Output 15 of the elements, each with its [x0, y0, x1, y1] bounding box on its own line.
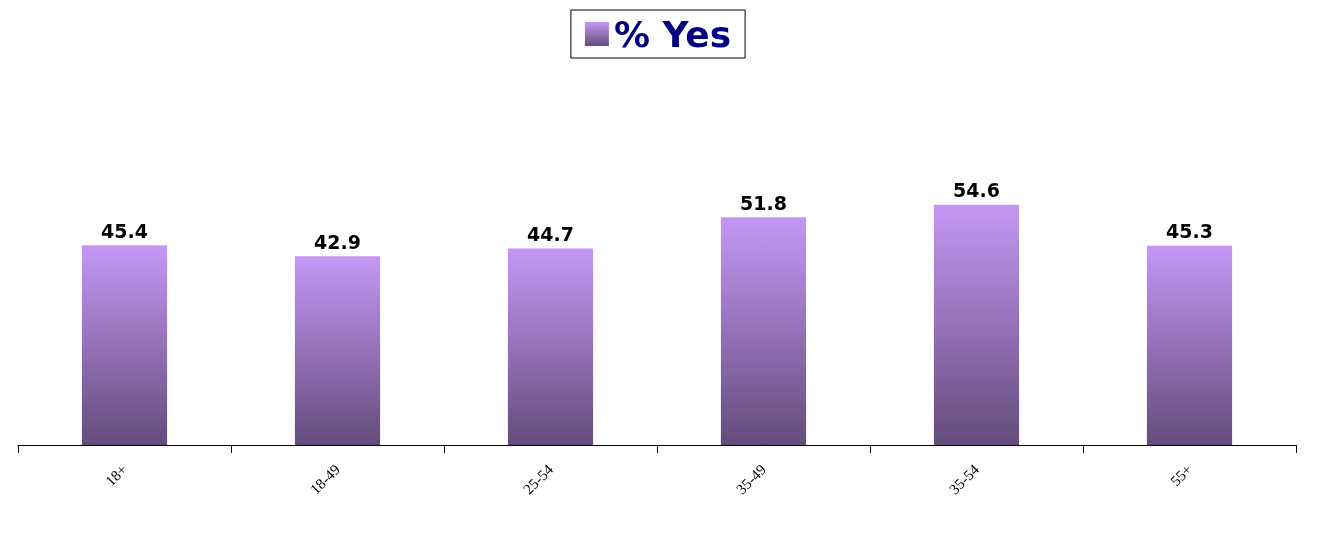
- bar: [933, 204, 1020, 445]
- bar: [1146, 245, 1233, 445]
- legend-label: % Yes: [613, 13, 732, 55]
- bar: [720, 217, 807, 445]
- bar: [81, 245, 168, 445]
- data-label: 45.3: [1166, 220, 1213, 243]
- x-tick-label: 18+: [102, 461, 131, 490]
- data-label: 42.9: [314, 230, 361, 253]
- x-tick-label: 55+: [1167, 461, 1196, 490]
- bar: [294, 256, 381, 445]
- data-label: 44.7: [527, 222, 574, 245]
- data-label: 45.4: [101, 219, 148, 242]
- bar: [507, 248, 594, 445]
- data-label: 51.8: [740, 191, 787, 214]
- data-label: 54.6: [953, 179, 1000, 202]
